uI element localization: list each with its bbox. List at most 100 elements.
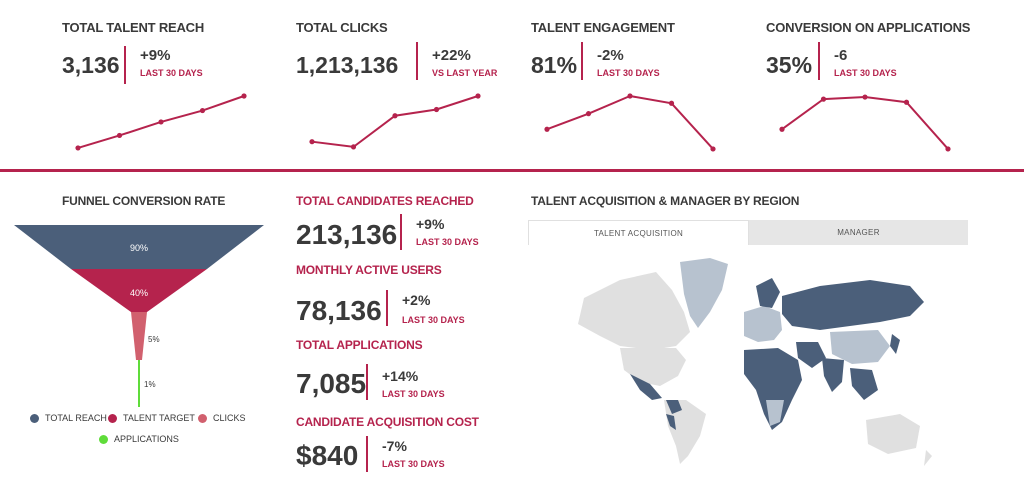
sparkline-point[interactable] [820, 96, 827, 102]
sparkline-point[interactable] [158, 119, 164, 125]
kpi-title: TOTAL CLICKS [296, 20, 388, 35]
stat-value: 7,085 [296, 368, 367, 399]
stat-title: CANDIDATE ACQUISITION COST [296, 415, 479, 429]
stat-separator [366, 364, 368, 400]
map-region-southeast-asia[interactable] [850, 368, 878, 400]
kpi-conversion-on-applications: CONVERSION ON APPLICATIONS 35% -6 LAST 3… [766, 0, 1006, 165]
sparkline-point[interactable] [199, 107, 206, 114]
section-divider [0, 169, 1024, 172]
kpi-separator [416, 42, 418, 80]
map-region-greenland[interactable] [680, 258, 728, 328]
sparkline-point[interactable] [585, 111, 592, 117]
kpi-sparkline [75, 93, 247, 151]
kpi-title: TALENT ENGAGEMENT [531, 20, 675, 35]
map-region-africa-south[interactable] [766, 400, 784, 426]
map-region-europe[interactable] [744, 306, 782, 342]
tab-manager[interactable]: MANAGER [749, 220, 968, 245]
sparkline-point[interactable] [862, 94, 868, 100]
sparkline-point[interactable] [544, 126, 550, 132]
stat-value: 213,136 [296, 219, 398, 250]
stat-title: TOTAL APPLICATIONS [296, 338, 423, 352]
funnel-stage-total-reach[interactable] [14, 225, 264, 269]
funnel-label-applications: 1% [144, 380, 156, 389]
sparkline-point[interactable] [309, 139, 315, 145]
map-region-russia[interactable] [782, 280, 924, 330]
stat-title: TOTAL CANDIDATES REACHED [296, 194, 474, 208]
region-title: TALENT ACQUISITION & MANAGER BY REGION [531, 194, 800, 208]
sparkline-point[interactable] [668, 100, 675, 106]
funnel-label-total-reach: 90% [130, 243, 148, 253]
sparkline-point[interactable] [75, 145, 81, 151]
map-region-africa[interactable] [744, 348, 802, 430]
map-region-middle-east[interactable] [796, 342, 826, 368]
stat-change: +14% [382, 368, 419, 384]
kpi-talent-engagement: TALENT ENGAGEMENT 81% -2% LAST 30 DAYS [531, 0, 771, 165]
sparkline-point[interactable] [433, 106, 440, 113]
funnel-stage-talent-target[interactable] [71, 269, 207, 312]
funnel-stage-applications[interactable] [138, 360, 140, 407]
kpi-sparkline [779, 94, 951, 152]
kpi-title: TOTAL TALENT REACH [62, 20, 205, 35]
funnel-stage-clicks[interactable] [131, 312, 147, 360]
funnel-title: FUNNEL CONVERSION RATE [62, 194, 226, 208]
map-region-canada[interactable] [578, 272, 690, 350]
sparkline-line [781, 96, 949, 150]
sparkline-point[interactable] [903, 99, 910, 105]
map-region-japan[interactable] [890, 334, 900, 354]
sparkline-point[interactable] [475, 93, 481, 99]
stat-title: MONTHLY ACTIVE USERS [296, 263, 442, 277]
legend-item-applications[interactable]: APPLICATIONS [99, 434, 179, 445]
map-region-usa[interactable] [620, 348, 686, 386]
stat-change: -7% [382, 438, 407, 454]
sparkline-point[interactable] [116, 132, 123, 139]
map-region-new-zealand[interactable] [924, 450, 932, 466]
sparkline-point[interactable] [350, 144, 357, 150]
kpi-value: 35% [766, 52, 813, 78]
legend-dot [30, 414, 39, 424]
legend-item-total-reach[interactable]: TOTAL REACH [30, 413, 107, 424]
sparkline-line [311, 95, 479, 148]
funnel-chart: 90% 40% 5% 1% [14, 225, 264, 407]
funnel-label-talent-target: 40% [130, 288, 148, 298]
world-map[interactable] [560, 250, 940, 470]
kpi-separator [818, 42, 820, 80]
legend-item-clicks[interactable]: CLICKS [198, 413, 246, 424]
map-region-south-america[interactable] [664, 400, 706, 464]
kpi-separator [581, 42, 583, 80]
kpi-sparkline [544, 93, 716, 152]
stat-period: LAST 30 DAYS [382, 459, 445, 469]
sparkline-point[interactable] [392, 113, 398, 119]
legend-dot [99, 435, 108, 445]
stat-change: +2% [402, 292, 431, 308]
legend-label: TOTAL REACH [45, 413, 107, 423]
map-region-scandinavia[interactable] [756, 278, 780, 308]
sparkline-point[interactable] [945, 146, 951, 152]
kpi-change: -2% [597, 47, 624, 64]
sparkline-point[interactable] [627, 93, 633, 99]
legend-label: TALENT TARGET [123, 413, 195, 423]
map-region-colombia[interactable] [666, 400, 682, 414]
tab-talent-acquisition[interactable]: TALENT ACQUISITION [528, 220, 749, 245]
kpi-total-clicks: TOTAL CLICKS 1,213,136 +22% VS LAST YEAR [296, 0, 536, 165]
map-region-australia[interactable] [866, 414, 920, 454]
stat-value: 78,136 [296, 295, 382, 326]
map-region-mexico[interactable] [630, 374, 662, 400]
kpi-period: LAST 30 DAYS [140, 68, 203, 78]
sparkline-point[interactable] [710, 146, 716, 152]
kpi-change: -6 [834, 47, 848, 64]
map-region-peru[interactable] [666, 414, 676, 430]
stat-separator [400, 214, 402, 250]
legend-item-talent-target[interactable]: TALENT TARGET [108, 413, 195, 424]
map-region-india[interactable] [822, 358, 844, 392]
legend-label: APPLICATIONS [114, 434, 179, 444]
region-tabs: TALENT ACQUISITION MANAGER [528, 220, 968, 245]
stat-value: $840 [296, 440, 359, 471]
kpi-separator [124, 46, 126, 84]
kpi-change: +22% [432, 47, 471, 64]
map-region-china[interactable] [830, 330, 890, 364]
sparkline-point[interactable] [779, 126, 785, 132]
sparkline-point[interactable] [241, 93, 247, 99]
legend-label: CLICKS [213, 413, 246, 423]
stat-separator [366, 436, 368, 472]
kpi-title: CONVERSION ON APPLICATIONS [766, 20, 971, 35]
